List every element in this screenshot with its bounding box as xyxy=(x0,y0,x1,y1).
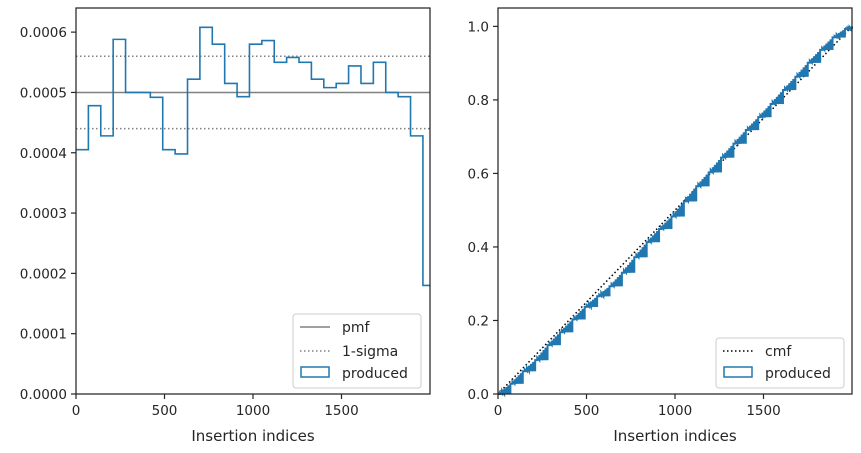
left-xtick-label: 1500 xyxy=(324,403,358,419)
legend-pmf-label: pmf xyxy=(342,320,371,336)
pmf-histogram-panel: 0 500 1000 1500 0.0000 0.0001 0.0002 0.0003 0.00… xyxy=(20,7,431,445)
right-ytick-label: 0.6 xyxy=(468,166,489,182)
left-xtick-label: 0 xyxy=(72,403,81,419)
produced-cumulative-line xyxy=(498,24,853,398)
left-legend-box xyxy=(292,313,422,389)
legend-produced-swatch-right xyxy=(723,366,753,378)
right-legend: cmf produced xyxy=(715,337,845,389)
right-ytick-label: 0.4 xyxy=(468,240,489,256)
left-ytick-label: 0.0000 xyxy=(20,387,67,403)
right-ticks: 0 500 1000 1500 0.0 0.2 0.4 0.6 0.8 1.0 xyxy=(468,19,781,419)
right-xtick-label: 500 xyxy=(574,403,600,419)
left-legend: pmf 1-sigma produced xyxy=(292,313,422,389)
right-ytick-label: 0.8 xyxy=(468,93,489,109)
legend-produced-label-right: produced xyxy=(765,366,831,382)
right-ytick-label: 0.2 xyxy=(468,313,489,329)
left-ytick-label: 0.0002 xyxy=(20,266,67,282)
right-xtick-label: 1000 xyxy=(658,403,692,419)
left-xlabel: Insertion indices xyxy=(191,427,314,445)
right-xtick-label: 1500 xyxy=(746,403,780,419)
left-ytick-label: 0.0005 xyxy=(20,85,67,101)
right-ytick-label: 0.0 xyxy=(468,387,489,403)
right-plot-area xyxy=(498,8,852,394)
left-ytick-label: 0.0003 xyxy=(20,206,67,222)
left-ytick-label: 0.0001 xyxy=(20,327,67,343)
left-xtick-label: 500 xyxy=(152,403,178,419)
right-marks xyxy=(497,24,853,398)
cmf-panel: 0 500 1000 1500 0.0 0.2 0.4 0.6 0.8 1.0 Insertion… xyxy=(468,7,853,445)
left-ytick-label: 0.0004 xyxy=(20,146,67,162)
left-ytick-label: 0.0006 xyxy=(20,25,67,41)
legend-produced-label: produced xyxy=(342,366,408,382)
right-xlabel: Insertion indices xyxy=(613,427,736,445)
right-ytick-label: 1.0 xyxy=(468,19,489,35)
produced-step-histogram xyxy=(76,26,430,287)
left-xtick-label: 1000 xyxy=(236,403,270,419)
legend-cmf-label: cmf xyxy=(765,344,792,360)
legend-sigma-label: 1-sigma xyxy=(342,344,398,360)
legend-produced-swatch xyxy=(300,366,330,378)
left-ticks: 0 500 1000 1500 0.0000 0.0001 0.0002 0.0003 0.00… xyxy=(20,25,359,419)
left-marks xyxy=(76,26,430,287)
right-xtick-label: 0 xyxy=(494,403,503,419)
